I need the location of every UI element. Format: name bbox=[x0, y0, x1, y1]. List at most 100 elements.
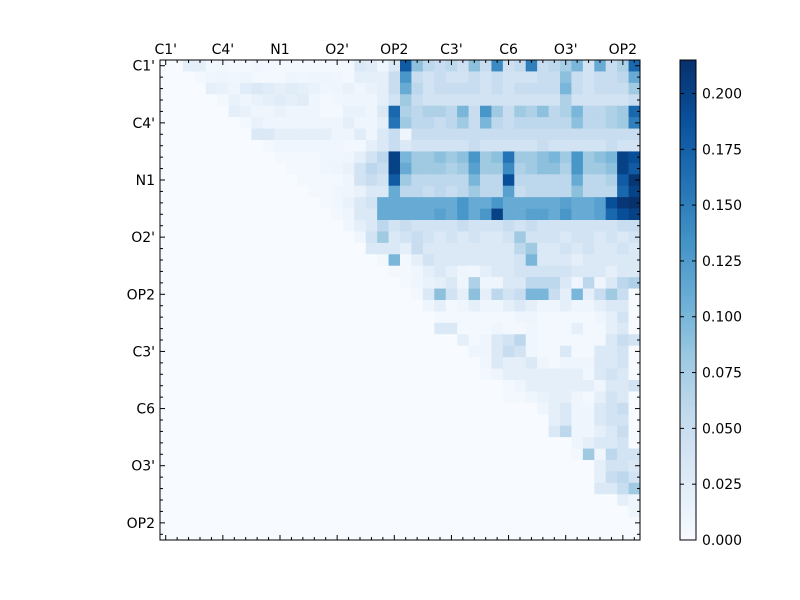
heatmap-cell bbox=[468, 460, 481, 472]
y-tick-label: O2' bbox=[131, 230, 155, 246]
heatmap-cell bbox=[582, 60, 595, 72]
heatmap-cell bbox=[400, 505, 412, 518]
heatmap-cell bbox=[377, 482, 389, 495]
heatmap-cell bbox=[491, 402, 504, 415]
heatmap-cell bbox=[491, 140, 504, 152]
heatmap-cell bbox=[457, 174, 469, 187]
heatmap-cell bbox=[194, 517, 207, 529]
x-tick-label: OP2 bbox=[609, 42, 637, 58]
heatmap-cell bbox=[320, 425, 332, 438]
heatmap-cell bbox=[605, 380, 618, 392]
heatmap-cell bbox=[457, 105, 469, 118]
heatmap-cell bbox=[274, 460, 287, 472]
heatmap-cell bbox=[388, 322, 401, 335]
heatmap-cell bbox=[182, 105, 195, 118]
heatmap-cell bbox=[160, 517, 172, 529]
colorbar-tick-label: 0.075 bbox=[702, 366, 742, 382]
heatmap-cell bbox=[297, 254, 309, 267]
heatmap-cell bbox=[160, 300, 172, 312]
heatmap-cell bbox=[400, 197, 412, 209]
heatmap-cell bbox=[388, 528, 401, 541]
heatmap-cell bbox=[182, 334, 195, 347]
heatmap-cell bbox=[365, 105, 378, 118]
heatmap-cell bbox=[285, 414, 298, 427]
heatmap-cell bbox=[205, 505, 218, 518]
heatmap-cell bbox=[491, 460, 504, 472]
heatmap-cell bbox=[354, 380, 367, 392]
heatmap-cell bbox=[560, 368, 572, 381]
heatmap-cell bbox=[262, 311, 275, 324]
heatmap-cell bbox=[331, 460, 344, 472]
heatmap-cell bbox=[468, 357, 481, 369]
heatmap-cell bbox=[205, 94, 218, 107]
heatmap-cell bbox=[537, 380, 549, 392]
heatmap-cell bbox=[502, 220, 515, 232]
heatmap-cell bbox=[628, 71, 641, 84]
heatmap-cell bbox=[171, 82, 184, 95]
heatmap-cell bbox=[548, 414, 561, 427]
heatmap-cell bbox=[582, 334, 595, 347]
heatmap-cell bbox=[400, 311, 412, 324]
heatmap-cell bbox=[422, 471, 435, 484]
heatmap-cell bbox=[228, 254, 241, 267]
heatmap-cell bbox=[560, 288, 572, 301]
heatmap-cell bbox=[411, 117, 424, 129]
heatmap-cell bbox=[160, 311, 172, 324]
heatmap-cell bbox=[502, 380, 515, 392]
heatmap-cell bbox=[297, 402, 309, 415]
heatmap-cell bbox=[194, 322, 207, 335]
heatmap-cell bbox=[365, 277, 378, 289]
heatmap-cell bbox=[342, 391, 355, 404]
heatmap-cell bbox=[480, 265, 492, 278]
heatmap-cell bbox=[400, 265, 412, 278]
heatmap-cell bbox=[228, 402, 241, 415]
heatmap-cell bbox=[274, 174, 287, 187]
heatmap-cell bbox=[354, 174, 367, 187]
heatmap-cell bbox=[354, 402, 367, 415]
heatmap-cell bbox=[422, 208, 435, 221]
heatmap-cell bbox=[605, 517, 618, 529]
heatmap-cell bbox=[502, 402, 515, 415]
heatmap-cell bbox=[571, 448, 584, 461]
heatmap-cell bbox=[537, 460, 549, 472]
heatmap-cell bbox=[194, 425, 207, 438]
heatmap-cell bbox=[285, 402, 298, 415]
heatmap-cell bbox=[571, 517, 584, 529]
heatmap-cell bbox=[365, 448, 378, 461]
heatmap-cell bbox=[205, 300, 218, 312]
heatmap-cell bbox=[194, 185, 207, 198]
heatmap-cell bbox=[400, 208, 412, 221]
heatmap-cell bbox=[297, 322, 309, 335]
heatmap-cell bbox=[228, 300, 241, 312]
heatmap-cell bbox=[240, 505, 252, 518]
colorbar-tick-label: 0.125 bbox=[702, 254, 742, 270]
heatmap-cell bbox=[354, 185, 367, 198]
heatmap-cell bbox=[217, 254, 229, 267]
heatmap-cell bbox=[331, 288, 344, 301]
heatmap-cell bbox=[171, 151, 184, 164]
heatmap-cell bbox=[297, 414, 309, 427]
heatmap-cell bbox=[262, 128, 275, 141]
heatmap-cell bbox=[251, 71, 264, 84]
heatmap-cell bbox=[480, 460, 492, 472]
heatmap-cell bbox=[342, 185, 355, 198]
heatmap-cell bbox=[617, 128, 629, 141]
heatmap-cell bbox=[434, 517, 447, 529]
heatmap-cell bbox=[240, 60, 252, 72]
heatmap-cell bbox=[217, 528, 229, 541]
heatmap-cell bbox=[365, 368, 378, 381]
heatmap-cell bbox=[251, 414, 264, 427]
heatmap-cell bbox=[240, 471, 252, 484]
heatmap-cell bbox=[388, 402, 401, 415]
heatmap-cell bbox=[525, 368, 538, 381]
heatmap-cell bbox=[171, 277, 184, 289]
heatmap-cell bbox=[537, 82, 549, 95]
heatmap-cell bbox=[377, 71, 389, 84]
heatmap-cell bbox=[240, 380, 252, 392]
heatmap-cell bbox=[582, 162, 595, 175]
heatmap-cell bbox=[400, 128, 412, 141]
heatmap-cell bbox=[388, 494, 401, 507]
heatmap-cell bbox=[228, 334, 241, 347]
heatmap-cell bbox=[571, 265, 584, 278]
heatmap-cell bbox=[205, 460, 218, 472]
